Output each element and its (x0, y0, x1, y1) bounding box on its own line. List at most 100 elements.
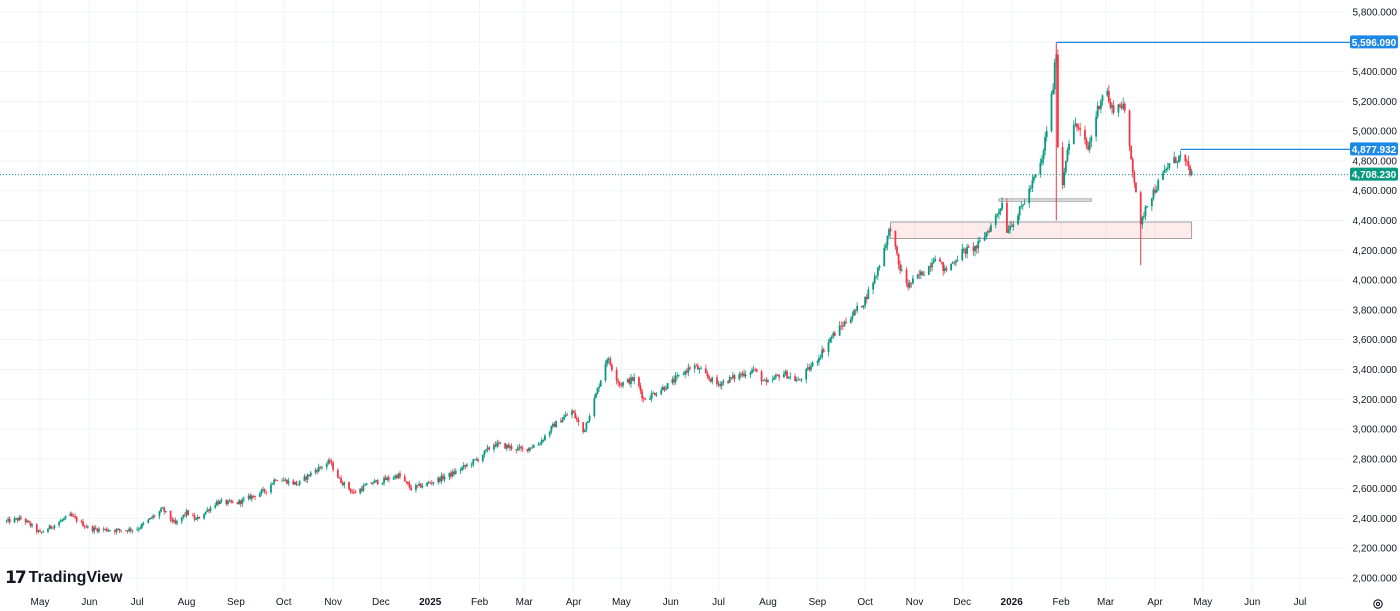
candle-body (582, 422, 585, 432)
candle (362, 483, 365, 493)
candle (263, 488, 266, 494)
candle-body (196, 516, 199, 519)
candle (180, 517, 183, 525)
candle-body (950, 263, 953, 271)
candle-body (548, 431, 551, 436)
time-axis[interactable]: May Jun Jul Aug Sep Oct Nov Dec 2025 Feb Mar Apr May… (31, 597, 1307, 608)
candle (394, 473, 397, 480)
candle (553, 421, 556, 428)
candle (1084, 125, 1086, 145)
candle-body (1119, 104, 1121, 107)
candle-body (128, 528, 131, 532)
candle-body (1111, 105, 1113, 108)
candle-body (773, 377, 776, 380)
candle-body (370, 483, 373, 485)
candle-body (172, 520, 175, 522)
candle-body (610, 364, 613, 370)
candle (1152, 187, 1155, 201)
candle-body (295, 481, 298, 485)
candle (644, 397, 647, 401)
candle (265, 491, 268, 496)
candle-body (297, 484, 299, 486)
candle-body (808, 367, 811, 370)
candle-body (794, 376, 796, 382)
candle (128, 526, 131, 533)
candle-body (845, 321, 847, 323)
y-tick-label: 4,200.000 (1353, 246, 1398, 257)
candle (493, 443, 495, 453)
candle-body (1130, 145, 1133, 159)
candle (599, 380, 602, 387)
candle-body (1150, 198, 1153, 207)
tradingview-logo-text: TradingView (28, 569, 123, 586)
candle-body (107, 530, 110, 532)
candle (872, 281, 874, 295)
candle (131, 529, 134, 534)
x-tick-label: 2025 (419, 597, 442, 608)
candle (988, 227, 991, 234)
candle (751, 367, 753, 375)
candle (102, 526, 105, 533)
candle-body (966, 246, 968, 254)
candle-body (316, 470, 319, 472)
candle (942, 261, 945, 276)
candle-body (516, 447, 519, 451)
candle (375, 480, 378, 483)
candle-body (1021, 204, 1024, 207)
candle-body (365, 483, 368, 486)
settings-gear-icon[interactable] (1372, 598, 1384, 610)
candle (1157, 178, 1160, 191)
zone-rect (890, 221, 1193, 239)
candle-body (348, 482, 350, 490)
candle (258, 492, 261, 498)
candle-body (408, 483, 411, 488)
candle (336, 468, 339, 479)
candle-body (262, 489, 264, 491)
candle (303, 473, 306, 482)
candle (1021, 204, 1024, 211)
candle-body (749, 372, 752, 375)
candle-body (1101, 95, 1104, 101)
candle (64, 515, 67, 520)
candle-body (93, 527, 96, 532)
candle-body (685, 370, 688, 373)
candle-body (998, 211, 1000, 215)
candle (317, 463, 320, 473)
candle-body (864, 296, 867, 306)
candle-body (544, 435, 546, 441)
candle (236, 502, 239, 505)
candle-body (587, 421, 589, 423)
candle-body (1064, 160, 1067, 173)
candle (419, 483, 422, 489)
candle-body (419, 483, 422, 488)
candle-body (360, 488, 363, 491)
candle-body (386, 477, 389, 480)
candle (732, 371, 734, 380)
candle-body (974, 245, 976, 252)
candle (633, 373, 636, 385)
candle (109, 529, 111, 532)
candle-body (338, 477, 341, 479)
y-tick-label: 3,400.000 (1353, 365, 1398, 376)
price-axis[interactable]: 5,800.0005,600.0005,400.0005,200.0005,00… (1353, 8, 1398, 585)
candle (314, 467, 317, 475)
candle-body (180, 517, 183, 522)
candle-body (74, 516, 76, 518)
candle-body (461, 467, 464, 470)
candle (1166, 162, 1169, 172)
candle (1106, 87, 1109, 98)
candle-body (284, 479, 287, 481)
candle-body (921, 271, 924, 276)
candle (494, 441, 497, 448)
candle (125, 530, 127, 532)
candle (231, 499, 234, 504)
candle-body (450, 472, 452, 477)
candle-body (15, 518, 18, 520)
candle-body (282, 480, 285, 482)
candle (164, 510, 167, 514)
candle (7, 516, 10, 523)
candle-body (528, 447, 530, 451)
candle (481, 454, 484, 463)
candle-body (7, 518, 10, 521)
